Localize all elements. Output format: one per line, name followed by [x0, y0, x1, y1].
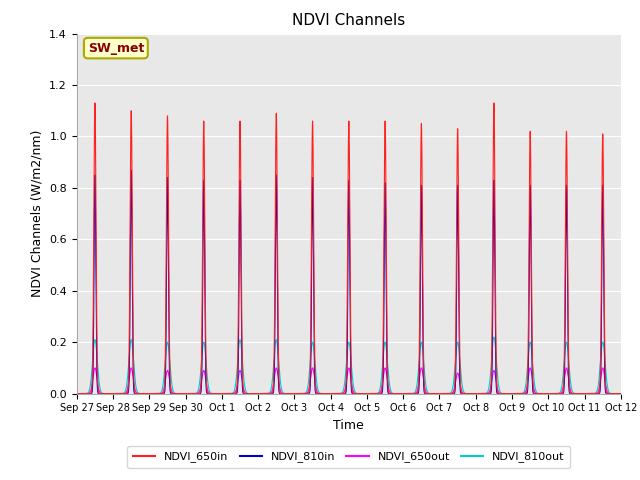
- NDVI_810in: [615, 391, 623, 396]
- NDVI_650in: [184, 391, 191, 396]
- NDVI_810out: [617, 391, 625, 396]
- NDVI_650in: [615, 391, 623, 396]
- NDVI_650out: [424, 391, 431, 396]
- NDVI_650in: [73, 391, 81, 396]
- Line: NDVI_650in: NDVI_650in: [77, 103, 621, 394]
- X-axis label: Time: Time: [333, 419, 364, 432]
- Line: NDVI_810in: NDVI_810in: [77, 170, 621, 394]
- NDVI_810out: [424, 389, 431, 395]
- NDVI_650in: [91, 100, 99, 106]
- NDVI_810in: [424, 391, 431, 396]
- NDVI_810out: [501, 391, 509, 396]
- Y-axis label: NDVI Channels (W/m2/nm): NDVI Channels (W/m2/nm): [31, 130, 44, 297]
- NDVI_650in: [276, 391, 284, 396]
- NDVI_810out: [276, 379, 284, 385]
- NDVI_810out: [615, 391, 623, 396]
- NDVI_650out: [91, 365, 99, 371]
- NDVI_810in: [127, 167, 135, 173]
- NDVI_650out: [615, 391, 623, 396]
- NDVI_810in: [73, 391, 81, 396]
- NDVI_650out: [617, 391, 625, 396]
- NDVI_650out: [501, 391, 509, 396]
- NDVI_810in: [189, 391, 197, 396]
- NDVI_650in: [424, 391, 431, 396]
- NDVI_650out: [73, 391, 81, 396]
- NDVI_650out: [276, 388, 284, 394]
- NDVI_810in: [617, 391, 625, 396]
- Line: NDVI_650out: NDVI_650out: [77, 368, 621, 394]
- NDVI_810out: [189, 391, 197, 396]
- NDVI_650in: [189, 391, 197, 396]
- NDVI_810in: [501, 391, 509, 396]
- NDVI_810in: [276, 391, 284, 396]
- NDVI_650in: [501, 391, 509, 396]
- NDVI_810out: [73, 391, 81, 396]
- NDVI_810in: [184, 391, 191, 396]
- Text: SW_met: SW_met: [88, 42, 144, 55]
- NDVI_650in: [617, 391, 625, 396]
- NDVI_650out: [189, 391, 197, 396]
- NDVI_650out: [184, 391, 191, 396]
- NDVI_810out: [184, 391, 191, 396]
- Line: NDVI_810out: NDVI_810out: [77, 337, 621, 394]
- Title: NDVI Channels: NDVI Channels: [292, 13, 405, 28]
- Legend: NDVI_650in, NDVI_810in, NDVI_650out, NDVI_810out: NDVI_650in, NDVI_810in, NDVI_650out, NDV…: [127, 446, 570, 468]
- NDVI_810out: [490, 334, 498, 340]
